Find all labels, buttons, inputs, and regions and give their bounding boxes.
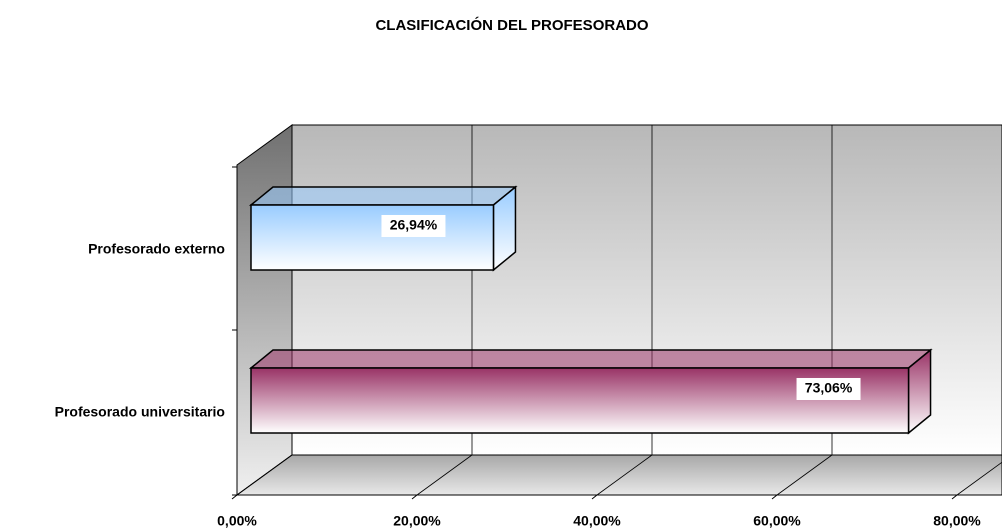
x-tick-label: 80,00% xyxy=(933,513,981,529)
bar-top xyxy=(248,349,933,369)
value-label-box xyxy=(796,378,861,400)
category-label: Profesorado externo xyxy=(88,241,225,257)
x-tick-label: 0,00% xyxy=(217,513,257,529)
x-tick xyxy=(771,494,778,500)
bar xyxy=(250,367,910,434)
floor xyxy=(235,454,1002,496)
floor-grid-line xyxy=(776,454,833,496)
floor-grid-line xyxy=(416,454,473,496)
category-label: Profesorado universitario xyxy=(55,404,225,420)
x-tick xyxy=(951,494,958,500)
x-tick xyxy=(591,494,598,500)
side-wall xyxy=(236,124,293,496)
x-tick xyxy=(231,494,238,500)
value-label: 26,94% xyxy=(390,217,438,233)
floor-grid-line xyxy=(596,454,653,496)
chart-title: CLASIFICACIÓN DEL PROFESORADO xyxy=(375,16,648,34)
value-label-box xyxy=(381,215,446,237)
bar-top xyxy=(248,186,518,206)
bar xyxy=(250,204,495,271)
x-tick xyxy=(411,494,418,500)
x-tick-label: 40,00% xyxy=(573,513,621,529)
value-label: 73,06% xyxy=(805,380,853,396)
x-tick-label: 60,00% xyxy=(753,513,801,529)
floor-grid-line xyxy=(956,461,1002,496)
plot: 0,00% 20,00% 40,00% 60,00% 80,00% Profesorado… xyxy=(55,125,1002,529)
floor-grid-line xyxy=(236,454,293,496)
x-tick-label: 20,00% xyxy=(393,513,441,529)
